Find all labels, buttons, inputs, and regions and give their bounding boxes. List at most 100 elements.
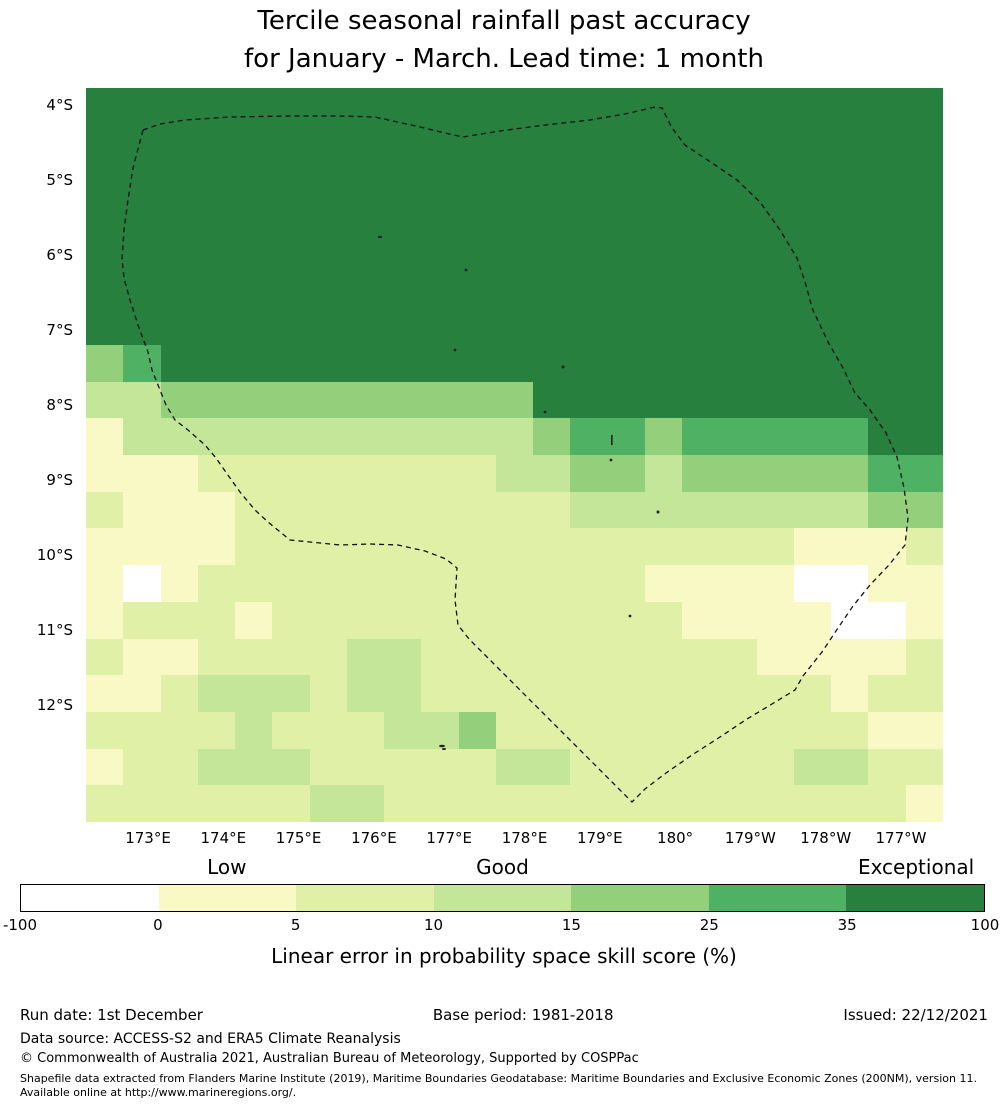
heatmap-cell [831, 711, 869, 749]
heatmap-cell [421, 381, 459, 419]
heatmap-cell [831, 271, 869, 309]
heatmap-cell [346, 308, 385, 345]
heatmap-cell [197, 455, 236, 492]
heatmap-cell [533, 124, 571, 162]
heatmap-cell [644, 381, 683, 419]
heatmap-cell [309, 381, 347, 419]
heatmap-cell [905, 638, 943, 676]
heatmap-cell [272, 381, 310, 419]
heatmap-cell [160, 308, 198, 345]
heatmap-cell [682, 601, 720, 639]
heatmap-cell [346, 344, 385, 382]
heatmap-cell [868, 124, 906, 162]
heatmap-cell [309, 271, 347, 309]
heatmap-cell [458, 344, 496, 382]
heatmap-cell [644, 528, 683, 566]
heatmap-cell [719, 785, 757, 822]
y-tick-label: 4°S [46, 96, 73, 114]
heatmap-cell [719, 124, 757, 162]
heatmap-cell [86, 565, 124, 602]
heatmap-cell [831, 528, 869, 566]
heatmap-cell [756, 234, 794, 272]
heatmap-cell [570, 308, 608, 345]
island-marker [543, 410, 547, 414]
heatmap-cell [421, 601, 459, 639]
heatmap-cell [384, 124, 422, 162]
heatmap-cell [86, 601, 124, 639]
heatmap-cell [384, 234, 422, 272]
colorbar-tick-label: -100 [2, 916, 38, 934]
heatmap-cell [533, 234, 571, 272]
heatmap-cell [235, 455, 273, 492]
x-tick-label: 174°E [200, 829, 247, 847]
colorbar-segment [846, 885, 985, 911]
heatmap-cell [86, 234, 124, 272]
heatmap-cell [793, 638, 832, 676]
heatmap-cell [570, 124, 608, 162]
shapefile-note: Shapefile data extracted from Flanders M… [20, 1072, 977, 1099]
heatmap-cell [123, 711, 161, 749]
heatmap-cell [682, 491, 720, 529]
heatmap-cell [831, 198, 869, 235]
heatmap-cell [458, 198, 496, 235]
heatmap-cell [719, 455, 757, 492]
heatmap-cell [682, 565, 720, 602]
heatmap-cell [793, 271, 832, 309]
heatmap-cell [495, 381, 534, 419]
heatmap-cell [160, 785, 198, 822]
heatmap-cell [570, 711, 608, 749]
heatmap-cell [533, 88, 571, 125]
heatmap-cell [272, 308, 310, 345]
heatmap-cell [495, 308, 534, 345]
heatmap-cell [495, 198, 534, 235]
heatmap-cell [868, 638, 906, 676]
heatmap-cell [644, 161, 683, 199]
heatmap-cell [644, 491, 683, 529]
heatmap-cell [831, 785, 869, 822]
heatmap-cell [644, 711, 683, 749]
heatmap-cell [197, 198, 236, 235]
heatmap-cell [905, 785, 943, 822]
island-marker [442, 748, 446, 750]
heatmap-cell [384, 161, 422, 199]
heatmap-cell [682, 711, 720, 749]
heatmap-cell [272, 455, 310, 492]
y-tick-label: 7°S [46, 321, 73, 339]
heatmap-cell [905, 601, 943, 639]
heatmap-cell [123, 381, 161, 419]
heatmap-cell [421, 748, 459, 786]
colorbar-segment [296, 885, 434, 911]
heatmap-cell [719, 528, 757, 566]
heatmap-cell [272, 161, 310, 199]
colorbar-axis-label: Linear error in probability space skill … [271, 944, 737, 968]
heatmap-cell [346, 748, 385, 786]
heatmap-cell [421, 675, 459, 712]
heatmap-cell [607, 638, 645, 676]
heatmap-cell [421, 198, 459, 235]
heatmap-cell [570, 748, 608, 786]
heatmap-cell [197, 344, 236, 382]
heatmap-cell [458, 528, 496, 566]
y-tick-label: 10°S [36, 546, 73, 564]
heatmap-cell [570, 381, 608, 419]
heatmap-cell [793, 418, 832, 455]
heatmap-cell [421, 124, 459, 162]
colorbar-tick-label: 5 [290, 916, 301, 934]
heatmap-cell [384, 491, 422, 529]
heatmap-cell [309, 161, 347, 199]
heatmap-cell [682, 748, 720, 786]
colorbar [20, 884, 985, 912]
heatmap-cell [458, 418, 496, 455]
heatmap-cell [123, 124, 161, 162]
heatmap-cell [570, 344, 608, 382]
heatmap-cell [160, 344, 198, 382]
heatmap-cell [644, 601, 683, 639]
heatmap-cell [384, 271, 422, 309]
y-tick-label: 8°S [46, 396, 73, 414]
heatmap-cell [756, 601, 794, 639]
heatmap-cell [123, 785, 161, 822]
heatmap-cell [607, 308, 645, 345]
heatmap-cell [384, 565, 422, 602]
heatmap-cell [86, 271, 124, 309]
heatmap-cell [756, 161, 794, 199]
